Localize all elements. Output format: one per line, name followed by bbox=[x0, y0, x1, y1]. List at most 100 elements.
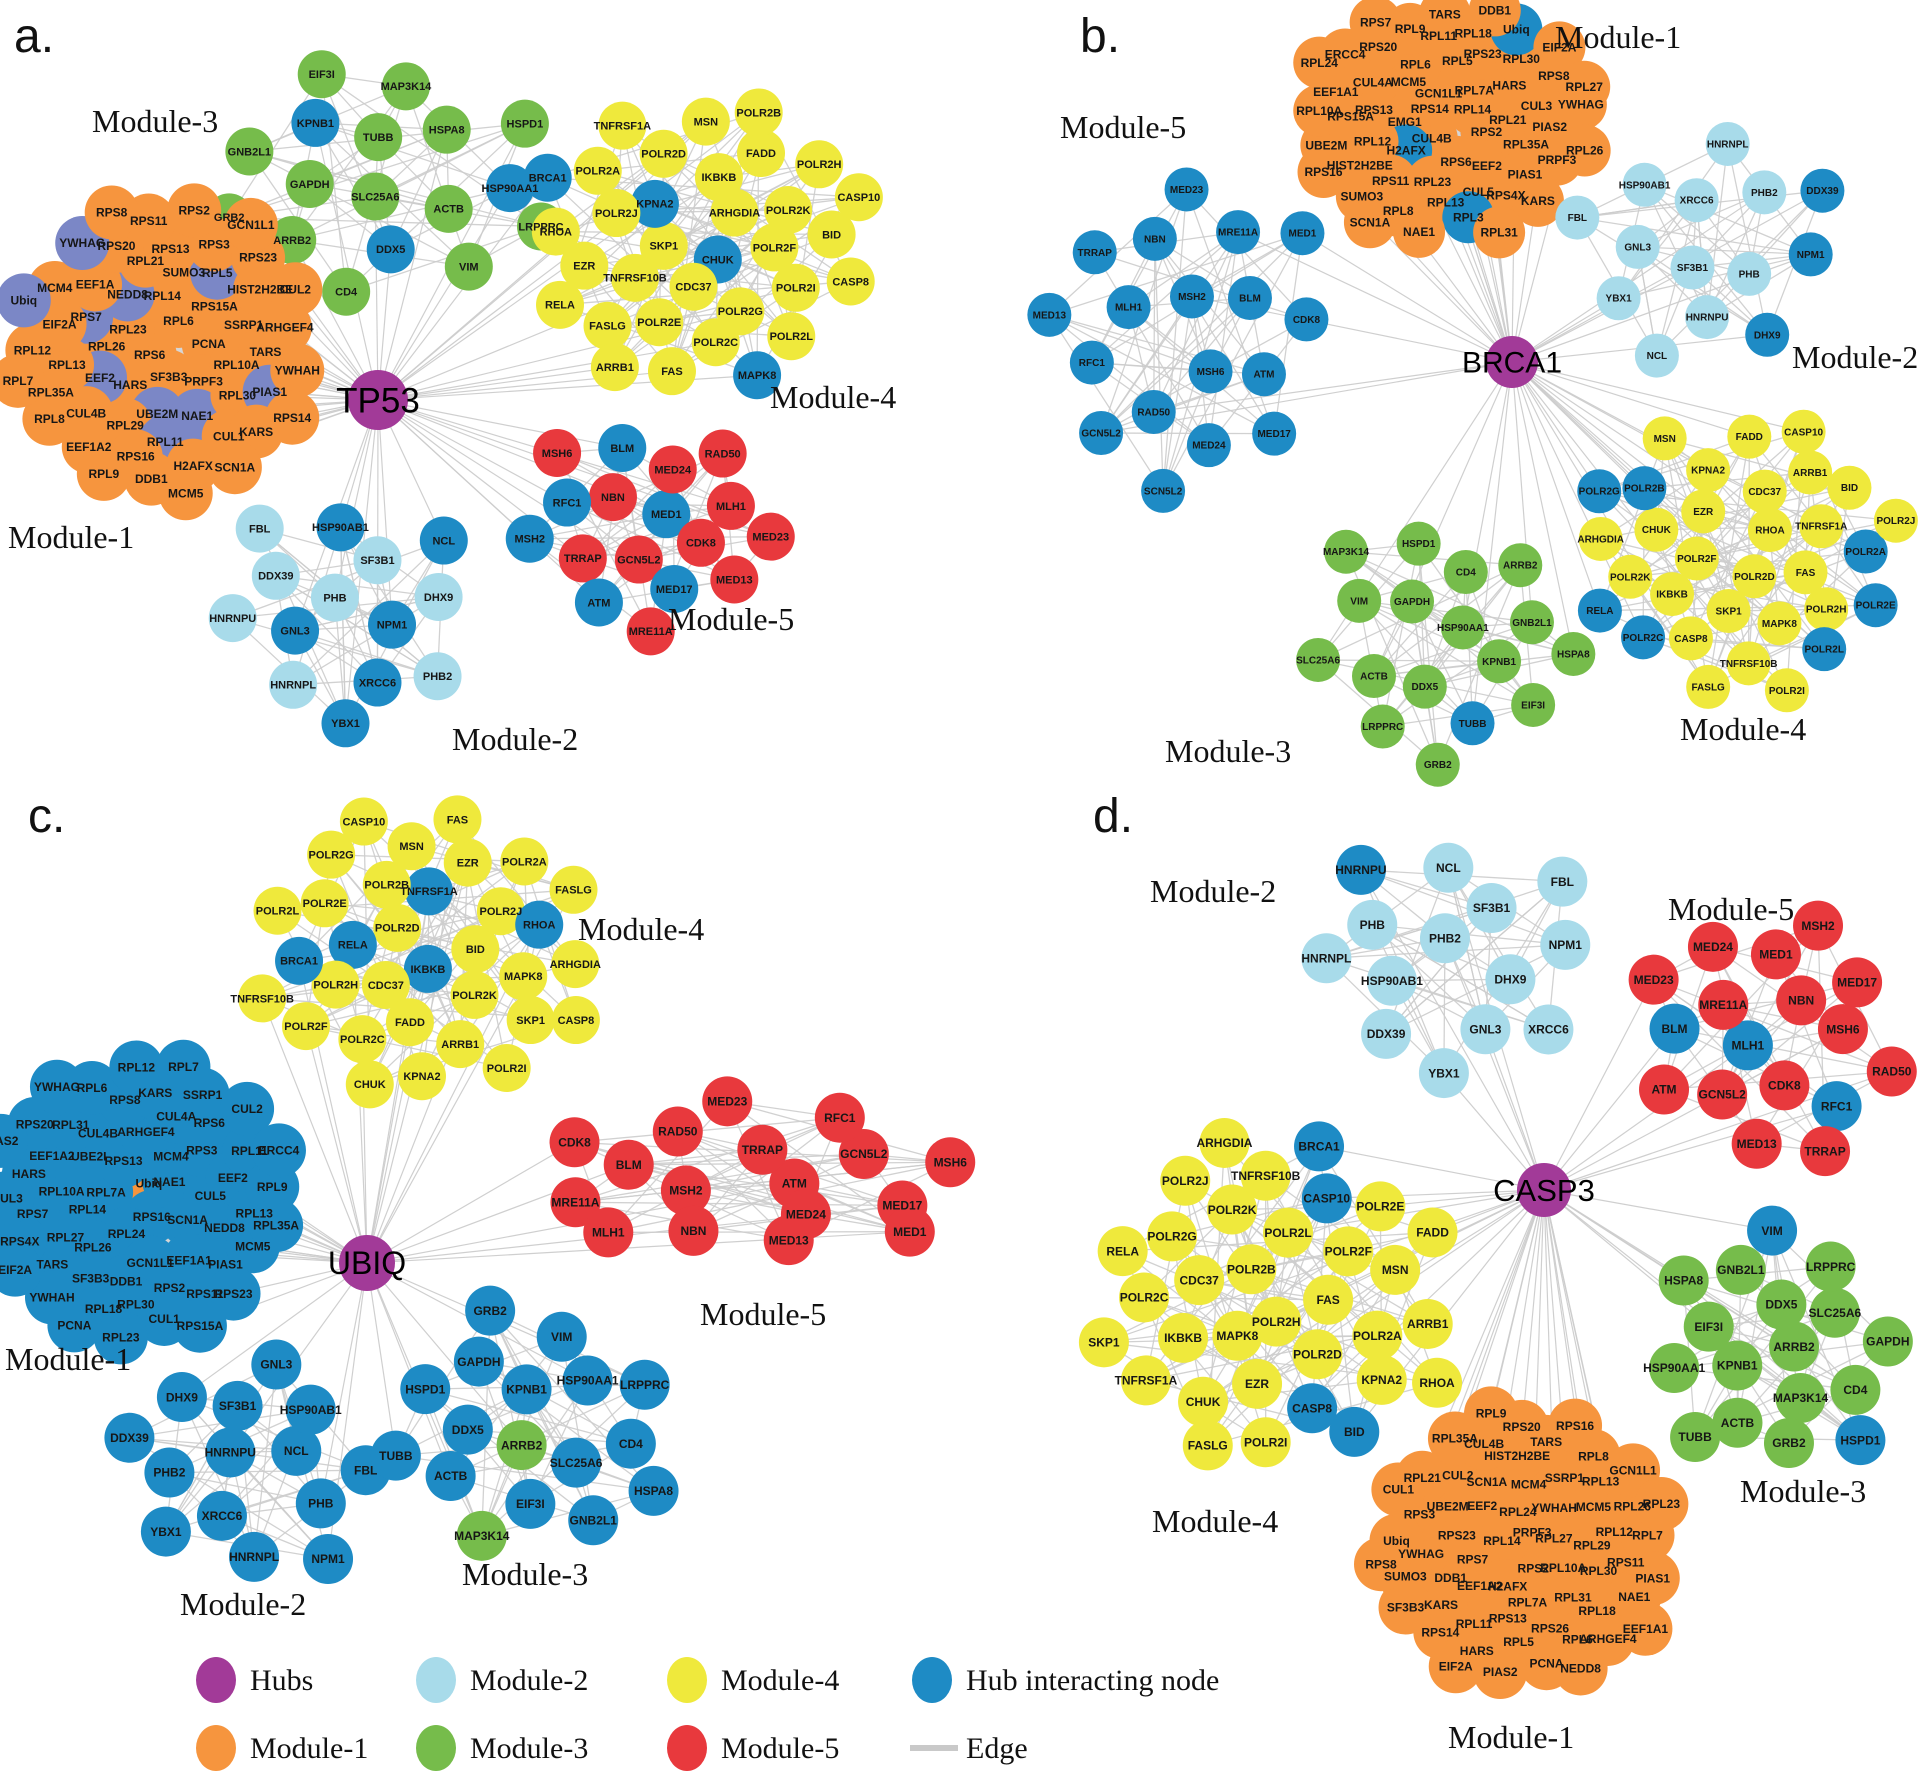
node-CUL1 bbox=[1371, 1462, 1426, 1517]
node-POLR2H bbox=[311, 960, 360, 1009]
node-TUBB bbox=[370, 1430, 421, 1481]
node-label-RAD50: RAD50 bbox=[658, 1125, 698, 1139]
node-label-EIF3I: EIF3I bbox=[309, 69, 335, 81]
node-MED23 bbox=[702, 1076, 753, 1127]
edge bbox=[575, 1117, 841, 1203]
node-label-SCN1A: SCN1A bbox=[1350, 215, 1391, 229]
node-NCL bbox=[419, 516, 468, 565]
node-label-PIAS1: PIAS1 bbox=[252, 385, 287, 399]
node-FASLG bbox=[549, 865, 598, 914]
hub-edge bbox=[1287, 1189, 1545, 1234]
node-label-SUMO3: SUMO3 bbox=[1341, 190, 1384, 204]
edge bbox=[1049, 314, 1211, 373]
node-HNRNPU bbox=[208, 594, 257, 643]
node-POLR2I bbox=[771, 263, 820, 312]
node-label-POLR2J: POLR2J bbox=[1162, 1174, 1209, 1188]
module-title-d-Module-4: Module-4 bbox=[1152, 1503, 1278, 1539]
node-EIF2A bbox=[1533, 21, 1586, 74]
node-label-YWHAH: YWHAH bbox=[29, 1291, 74, 1305]
node-label-DDB1: DDB1 bbox=[135, 472, 168, 486]
node-label-ARRB2: ARRB2 bbox=[1773, 1340, 1815, 1354]
edge bbox=[339, 527, 347, 724]
node-POLR2F bbox=[1674, 536, 1719, 581]
edge bbox=[607, 1100, 728, 1233]
node-label-RHOA: RHOA bbox=[523, 920, 555, 932]
hub-edge bbox=[305, 1025, 368, 1264]
node-label-NCL: NCL bbox=[432, 535, 455, 547]
edge bbox=[425, 1388, 632, 1445]
node-label-NAE1: NAE1 bbox=[153, 1175, 185, 1189]
node-RPL9 bbox=[76, 446, 131, 501]
node-label-NBN: NBN bbox=[1788, 994, 1814, 1008]
hub-edge bbox=[261, 998, 368, 1264]
edge bbox=[1642, 636, 1788, 691]
node-label-RPL26: RPL26 bbox=[74, 1240, 112, 1254]
edge bbox=[1673, 1312, 1836, 1369]
node-label-ARHGEF4: ARHGEF4 bbox=[117, 1125, 175, 1139]
node-label-XRCC6: XRCC6 bbox=[359, 677, 396, 689]
node-ATM bbox=[574, 578, 623, 627]
hub-node-BRCA1 bbox=[1486, 336, 1538, 388]
node-label-HSPA8: HSPA8 bbox=[634, 1484, 673, 1498]
node-label-RPS16: RPS16 bbox=[1556, 1419, 1594, 1433]
node-label-RPS6: RPS6 bbox=[1440, 155, 1472, 169]
node-label-EIF2A: EIF2A bbox=[1439, 1660, 1473, 1674]
node-label-CDK8: CDK8 bbox=[1293, 315, 1321, 326]
node-POLR2J bbox=[1873, 498, 1918, 543]
node-POLR2J bbox=[1160, 1155, 1211, 1206]
node-label-GAPDH: GAPDH bbox=[1394, 597, 1430, 608]
node-label-HSPA8: HSPA8 bbox=[1557, 649, 1590, 660]
node-label-MSH2: MSH2 bbox=[1801, 919, 1835, 933]
node-RHOA bbox=[515, 900, 564, 949]
node-label-POLR2C: POLR2C bbox=[693, 337, 738, 349]
node-POLR2C bbox=[1119, 1272, 1170, 1323]
edge bbox=[1162, 296, 1193, 492]
node-SKP1 bbox=[639, 221, 688, 270]
node-RELA bbox=[1097, 1226, 1148, 1277]
node-RHOA bbox=[531, 207, 580, 256]
node-label-HIST2H2BE: HIST2H2BE bbox=[1484, 1449, 1550, 1463]
node-FBL bbox=[1555, 195, 1600, 240]
node-MRE11A bbox=[1216, 210, 1261, 255]
node-NAE1 bbox=[1393, 205, 1446, 258]
node-GCN1L1 bbox=[223, 197, 278, 252]
node-label-Ubiq: Ubiq bbox=[10, 294, 37, 308]
node-NCL bbox=[1423, 842, 1474, 893]
node-MAPK8 bbox=[499, 952, 548, 1001]
node-VIM bbox=[1337, 578, 1382, 623]
module-title-c-Module-3: Module-3 bbox=[462, 1556, 588, 1592]
node-label-RPS2: RPS2 bbox=[1471, 125, 1503, 139]
node-GAPDH bbox=[453, 1336, 504, 1387]
node-label-POLR2E: POLR2E bbox=[637, 317, 681, 329]
node-label-RPL18: RPL18 bbox=[1578, 1604, 1616, 1618]
node-label-PCNA: PCNA bbox=[57, 1319, 91, 1333]
node-label-MLH1: MLH1 bbox=[1115, 303, 1143, 314]
node-GCN5L2 bbox=[838, 1128, 889, 1179]
node-label-EIF2A: EIF2A bbox=[43, 317, 77, 331]
edge bbox=[1326, 907, 1492, 959]
node-MED13 bbox=[763, 1215, 814, 1266]
edge bbox=[1358, 600, 1500, 662]
node-label-POLR2E: POLR2E bbox=[1856, 601, 1896, 612]
node-label-RPL9: RPL9 bbox=[257, 1180, 288, 1194]
node-EIF3I bbox=[1511, 682, 1556, 727]
node-KPNA2 bbox=[1356, 1354, 1407, 1405]
node-DDX39 bbox=[104, 1412, 155, 1463]
node-label-MED13: MED13 bbox=[769, 1233, 809, 1247]
node-CD4 bbox=[1443, 550, 1488, 595]
node-GRB2 bbox=[465, 1285, 516, 1336]
node-label-MCM5: MCM5 bbox=[235, 1239, 271, 1253]
panel-b-labels: MSH2 MSH6 MLH1 BLM RAD50 NBN ATM RFC1 MRE11A MED2… bbox=[1033, 4, 1919, 772]
hub-edge bbox=[366, 1262, 397, 1456]
node-label-CUL4B: CUL4B bbox=[78, 1127, 118, 1141]
node-label-RFC1: RFC1 bbox=[1079, 358, 1106, 369]
node-FASLG bbox=[583, 301, 632, 350]
hub-edge bbox=[1543, 1105, 1837, 1191]
panel-letter-b: b. bbox=[1080, 10, 1120, 63]
node-label-MED1: MED1 bbox=[1289, 229, 1317, 240]
node-YWHAH bbox=[270, 343, 325, 398]
node-NPM1 bbox=[1788, 232, 1833, 277]
node-MED24 bbox=[648, 445, 697, 494]
node-MCM5 bbox=[158, 466, 213, 521]
node-label-GNL3: GNL3 bbox=[1624, 242, 1651, 253]
